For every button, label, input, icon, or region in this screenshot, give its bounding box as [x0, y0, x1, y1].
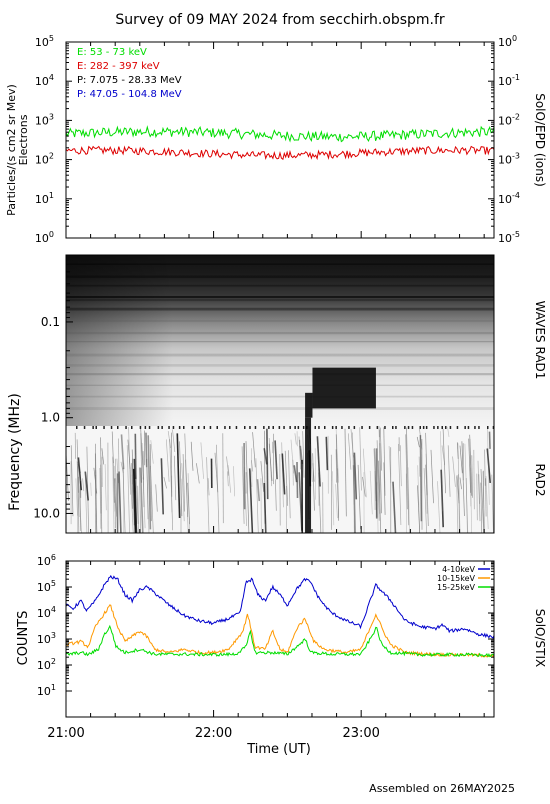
particles-y2tick-label: 10-2 [498, 112, 520, 127]
particles-panel: 10010110210310410510-510-410-310-210-110… [5, 34, 547, 245]
figure-title: Survey of 09 MAY 2024 from secchirh.obsp… [115, 12, 445, 28]
stix-ytick-label-exp: 2 [51, 657, 56, 666]
stix-xtick-label: 22:00 [195, 726, 232, 741]
particles-ytick-label: 103 [35, 112, 54, 127]
stix-ytick-label-exp: 1 [51, 683, 56, 692]
particles-ytick-label-base: 10 [35, 193, 49, 206]
stix-ytick-label-base: 10 [37, 607, 51, 620]
particles-ylabel-electrons: Electrons [17, 114, 30, 165]
particles-ytick-label: 101 [35, 191, 54, 206]
stix-ytick-label-exp: 3 [51, 631, 56, 640]
waves-ytick-label: 0.1 [41, 315, 60, 329]
particles-y2tick-label-exp: -5 [512, 230, 520, 239]
particles-ytick-label: 105 [35, 34, 54, 49]
particles-ytick-label-exp: 5 [49, 34, 54, 43]
stix-right-label: SolO/STIX [533, 609, 547, 668]
particles-series-line [66, 127, 494, 142]
particles-y2tick-label-exp: -4 [512, 191, 520, 200]
stix-xlabel: Time (UT) [246, 742, 311, 757]
particles-ytick-label: 102 [35, 152, 54, 167]
particles-legend: E: 53 - 73 keV E: 282 - 397 keV P: 7.075 -… [77, 47, 182, 100]
waves-ylabel: Frequency (MHz) [7, 393, 23, 511]
particles-ytick-label-base: 10 [35, 36, 49, 49]
stix-ytick-label: 103 [37, 631, 56, 646]
particles-y2tick-label-base: 10 [498, 232, 512, 245]
particles-ytick-label: 104 [35, 73, 54, 88]
waves-ytick-label: 1.0 [41, 411, 60, 425]
particles-right-label: SolO/EPD (ions) [533, 93, 547, 187]
stix-xtick-label: 21:00 [47, 726, 84, 741]
stix-ylabel: COUNTS [16, 611, 31, 666]
particles-y2tick-label-exp: -2 [512, 112, 520, 121]
stix-ytick-label-base: 10 [37, 659, 51, 672]
stix-legend-entry: 15-25keV [437, 583, 476, 592]
stix-ytick-label: 104 [37, 605, 56, 620]
stix-series-line [66, 576, 494, 638]
particles-y2tick-label-base: 10 [498, 114, 512, 127]
particles-ytick-label-base: 10 [35, 114, 49, 127]
particles-ytick-label-exp: 1 [49, 191, 54, 200]
stix-series-line [66, 605, 494, 657]
particles-y2tick-label-exp: -3 [512, 152, 520, 161]
particles-ytick-label-exp: 4 [49, 73, 54, 82]
particles-y2tick-label-base: 10 [498, 36, 512, 49]
particles-y2tick-label-base: 10 [498, 75, 512, 88]
particles-ytick-label-exp: 3 [49, 112, 54, 121]
footer-assembled: Assembled on 26MAY2025 [369, 782, 515, 795]
stix-ytick-label: 105 [37, 579, 56, 594]
stix-ytick-label: 101 [37, 683, 56, 698]
particles-y2tick-label-base: 10 [498, 193, 512, 206]
particles-y2tick-label: 10-4 [498, 191, 520, 206]
particles-y2tick-label-exp: -1 [512, 73, 520, 82]
particles-ytick-label-base: 10 [35, 154, 49, 167]
particles-y2tick-label: 10-5 [498, 230, 520, 245]
stix-ytick-label: 102 [37, 657, 56, 672]
particles-y2tick-label: 100 [498, 34, 517, 49]
particles-legend-entry: E: 282 - 397 keV [77, 61, 160, 72]
particles-ytick-label-base: 10 [35, 75, 49, 88]
radio-burst [312, 368, 375, 409]
waves-panel: 0.1 1.0 10.0 Frequency (MHz) WAVES RAD1 RA… [7, 255, 547, 533]
radio-burst [305, 393, 312, 418]
stix-ytick-label-base: 10 [37, 685, 51, 698]
stix-ytick-label-exp: 4 [51, 605, 56, 614]
stix-ytick-label-base: 10 [37, 633, 51, 646]
particles-legend-entry: E: 53 - 73 keV [77, 47, 147, 58]
particles-ytick-label-base: 10 [35, 232, 49, 245]
particles-ytick-label: 100 [35, 230, 54, 245]
particles-y2tick-label: 10-3 [498, 152, 520, 167]
stix-legend-entry: 10-15keV [437, 574, 476, 583]
stix-xtick-label: 23:00 [342, 726, 379, 741]
particles-ytick-label-exp: 0 [49, 230, 54, 239]
particles-y2tick-label: 10-1 [498, 73, 520, 88]
stix-legend-entry: 4-10keV [442, 565, 475, 574]
stix-ytick-label-exp: 5 [51, 579, 56, 588]
stix-ytick-label: 106 [37, 553, 56, 568]
particles-series-line [66, 147, 494, 160]
particles-ytick-label-exp: 2 [49, 152, 54, 161]
waves-right-label-rad2: RAD2 [533, 464, 547, 497]
stix-ytick-label-base: 10 [37, 555, 51, 568]
particles-legend-entry: P: 7.075 - 28.33 MeV [77, 75, 182, 86]
stix-ytick-label-base: 10 [37, 581, 51, 594]
particles-y2tick-label-base: 10 [498, 154, 512, 167]
particles-legend-entry: P: 47.05 - 104.8 MeV [77, 89, 182, 100]
waves-right-label-rad1: WAVES RAD1 [533, 301, 547, 380]
stix-ytick-label-exp: 6 [51, 553, 56, 562]
particles-y2tick-label-exp: 0 [512, 34, 517, 43]
waves-ytick-label: 10.0 [33, 506, 60, 520]
